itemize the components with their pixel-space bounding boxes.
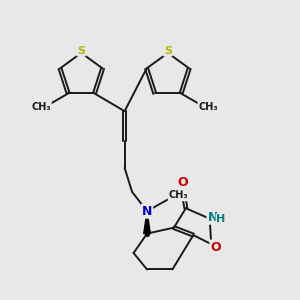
Text: CH₃: CH₃	[198, 102, 218, 112]
Text: CH₃: CH₃	[31, 102, 51, 112]
Text: N: N	[208, 211, 218, 224]
Polygon shape	[144, 211, 150, 234]
Text: O: O	[177, 176, 188, 189]
Text: O: O	[210, 241, 221, 254]
Text: CH₃: CH₃	[169, 190, 188, 200]
Text: H: H	[216, 214, 226, 224]
Text: S: S	[77, 46, 85, 56]
Text: N: N	[142, 205, 152, 218]
Text: S: S	[164, 46, 172, 56]
